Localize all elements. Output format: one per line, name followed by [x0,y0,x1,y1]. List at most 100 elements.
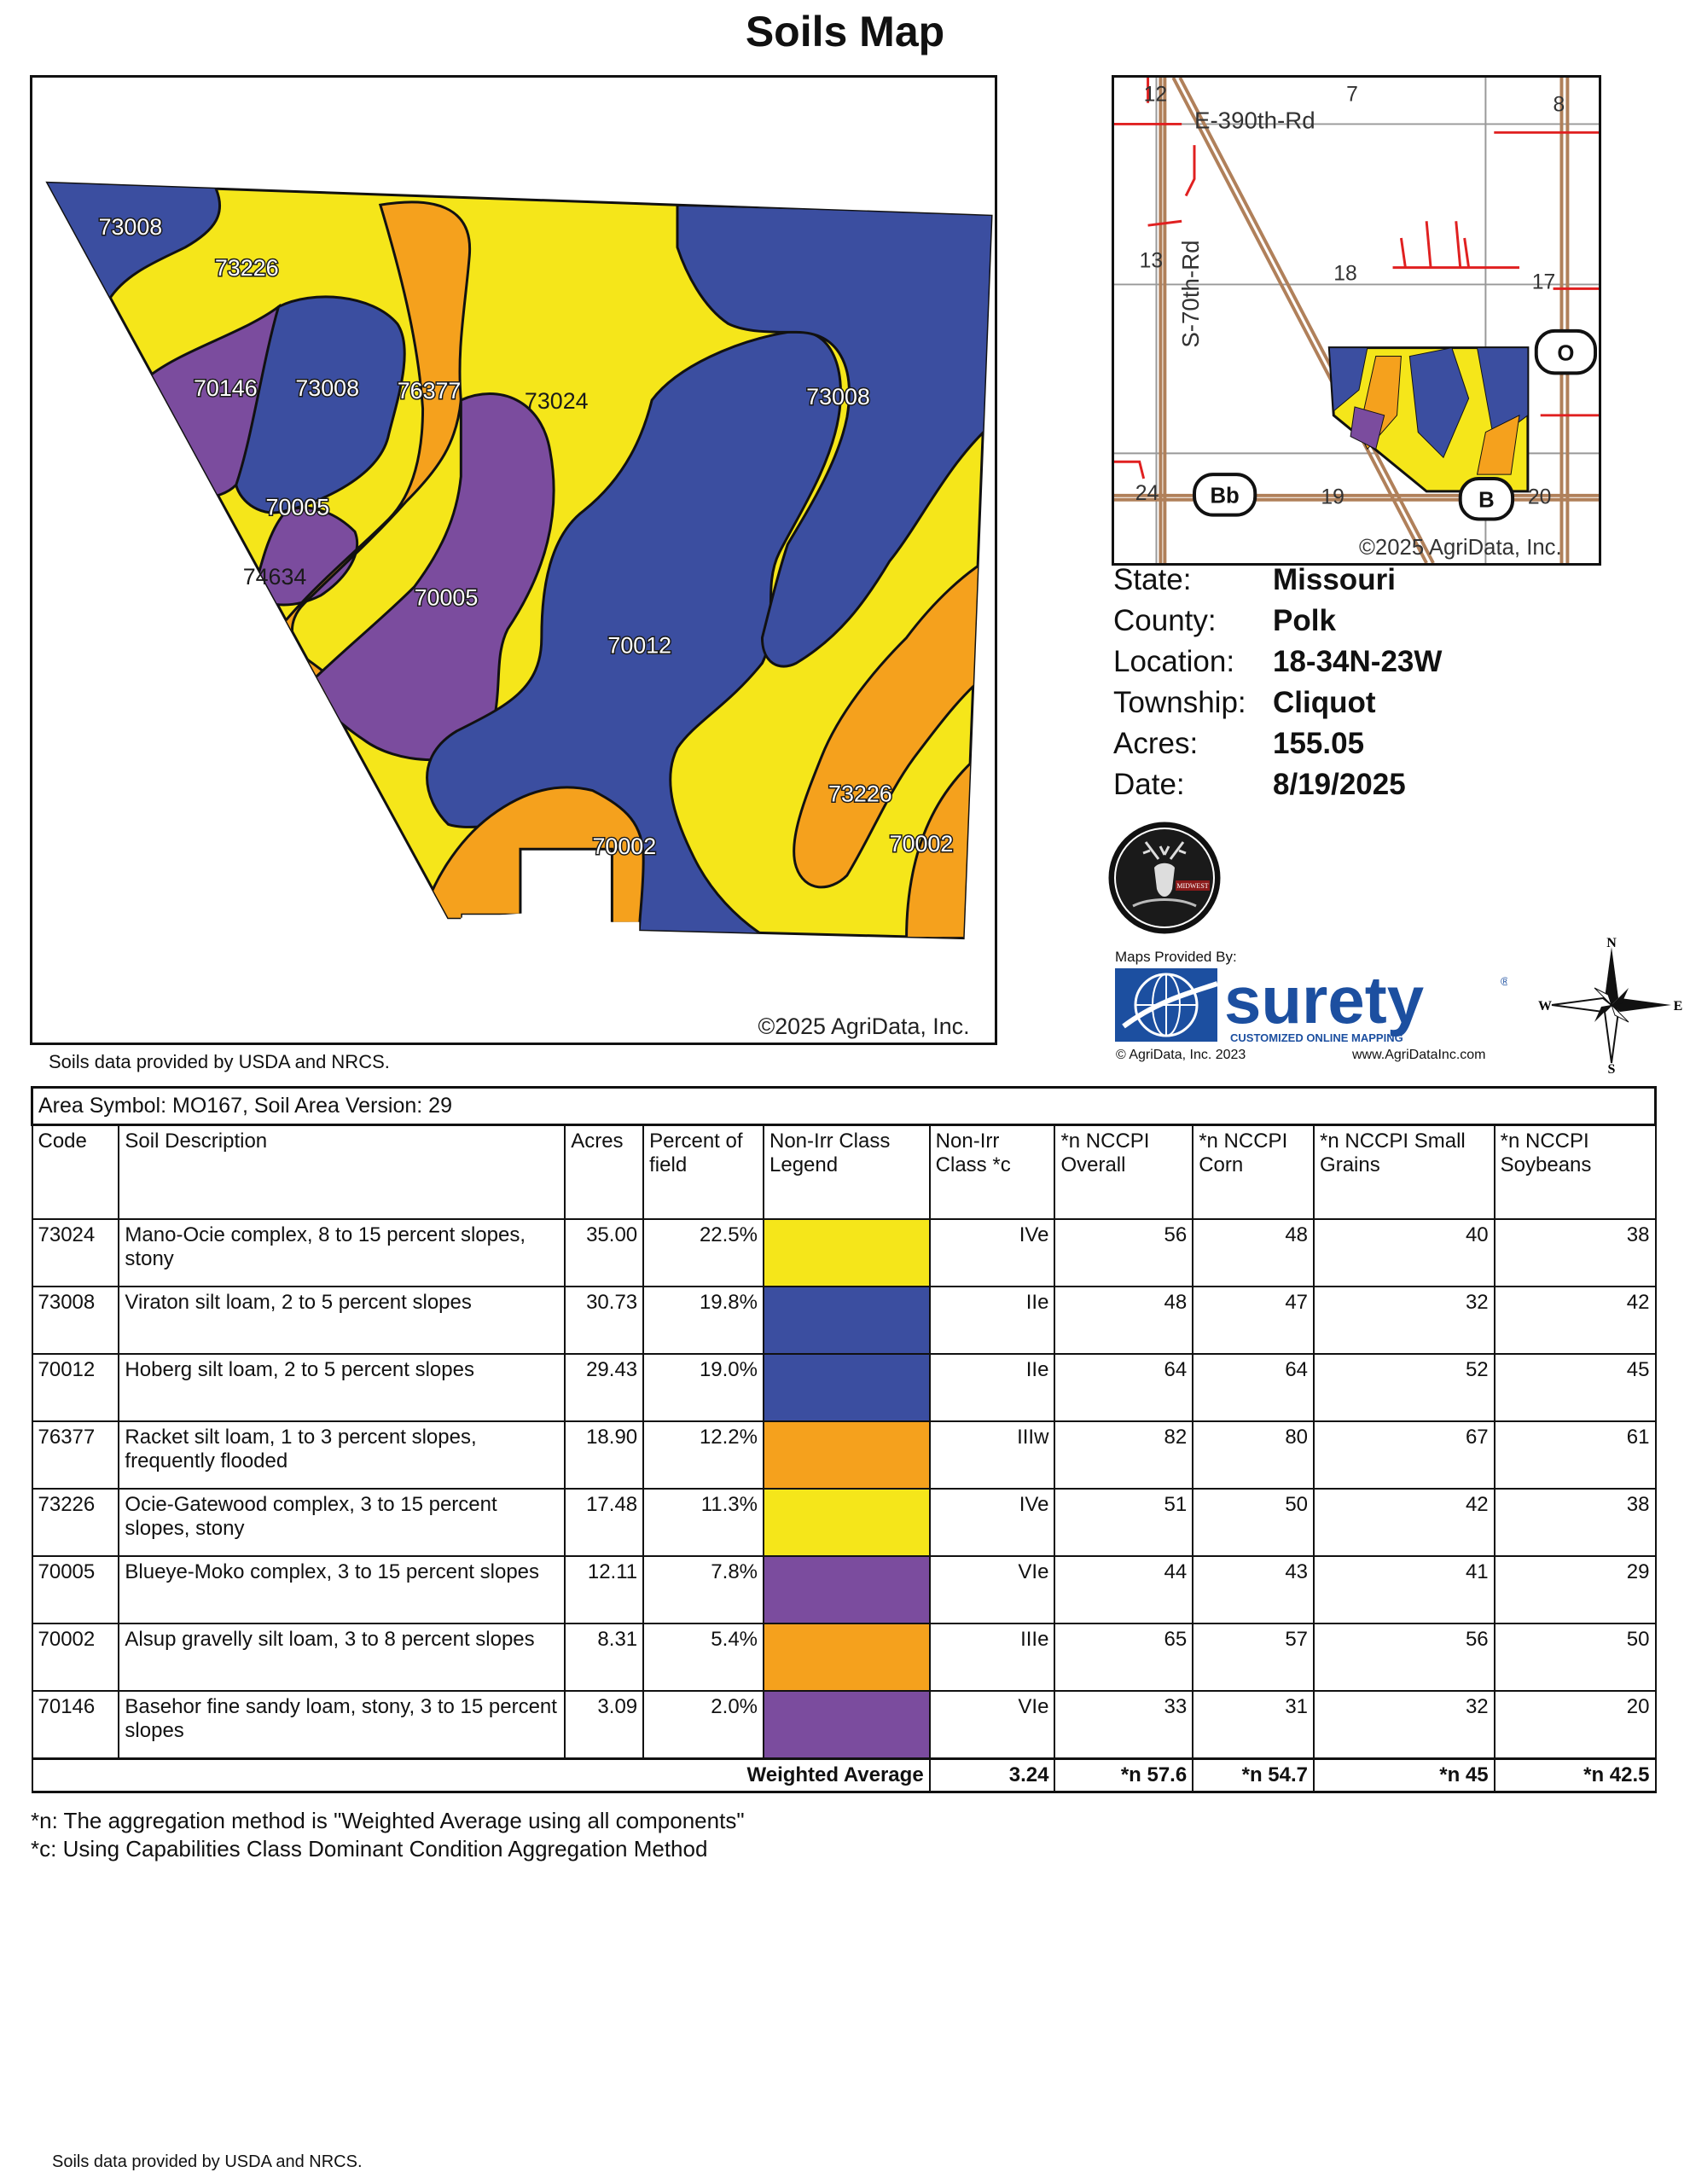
main-map-copyright: ©2025 AgriData, Inc. [758,1014,969,1039]
page-title: Soils Map [745,8,945,55]
nccpi-soybeans: 29 [1493,1555,1657,1624]
nccpi-soybeans: 45 [1493,1353,1657,1422]
svg-text:N: N [1606,937,1617,950]
surety-url[interactable]: www.AgriDataInc.com [1352,1048,1486,1062]
soil-legend-swatch [763,1353,931,1422]
nccpi-overall: 64 [1054,1353,1194,1422]
table-header-row: Code Soil Description Acres Percent of f… [31,1124,1657,1220]
field-notch-edge [519,847,613,922]
soil-percent: 2.0% [642,1690,764,1760]
label-70012: 70012 [607,632,671,658]
table-row: 73226 Ocie-Gatewood complex, 3 to 15 perc… [31,1488,1657,1557]
nccpi-soybeans: 38 [1493,1218,1657,1287]
section-7: 7 [1346,84,1358,107]
label-73024: 73024 [525,388,589,414]
label-73008-e: 73008 [806,384,870,410]
label-70002-se: 70002 [890,831,954,857]
soils-map-canvas: 73008 73226 70146 73008 76377 73024 7300… [45,181,995,1039]
compass-rose-icon: N S E W [1538,937,1683,1073]
shield-bb: Bb [1193,473,1257,517]
label-73226: 73226 [215,255,279,281]
nccpi-small-grains: 32 [1313,1690,1495,1760]
soil-class: VIe [928,1690,1056,1760]
soil-unit-76377[interactable] [275,200,472,734]
nccpi-soybeans: 61 [1493,1420,1657,1490]
svg-text:Bb: Bb [1210,485,1239,508]
section-13: 13 [1140,250,1164,273]
nccpi-overall: 48 [1054,1286,1194,1355]
footnotes: *n: The aggregation method is "Weighted … [31,1807,745,1863]
soil-unit-73008-e[interactable] [676,203,995,668]
nccpi-soybeans: 38 [1493,1488,1657,1557]
soil-percent: 11.3% [642,1488,764,1557]
soil-legend-swatch [763,1420,931,1490]
soil-acres: 8.31 [564,1623,645,1692]
soil-description: Ocie-Gatewood complex, 3 to 15 percent s… [118,1488,566,1557]
soil-class: IIe [928,1353,1056,1422]
legend-color [764,1422,929,1488]
soil-legend-swatch [763,1286,931,1355]
soil-unit-73226-stripe[interactable] [793,550,995,889]
table-row: 73008 Viraton silt loam, 2 to 5 percent s… [31,1286,1657,1355]
surety-copyright: © AgriData, Inc. 2023 [1116,1048,1246,1062]
header-nccpi-soybeans: *n NCCPI Soybeans [1493,1124,1657,1220]
soil-description: Mano-Ocie complex, 8 to 15 percent slope… [118,1218,566,1287]
soil-code: 70146 [31,1690,120,1760]
nccpi-small-grains: 40 [1313,1218,1495,1287]
soil-description: Basehor fine sandy loam, stony, 3 to 15 … [118,1690,566,1760]
section-19: 19 [1321,486,1344,509]
soil-percent: 5.4% [642,1623,764,1692]
soil-legend-swatch [763,1488,931,1557]
soil-table: Area Symbol: MO167, Soil Area Version: 2… [31,1086,1657,1793]
header-description: Soil Description [118,1124,566,1220]
legend-color [764,1490,929,1555]
nccpi-small-grains: 42 [1313,1488,1495,1557]
section-24: 24 [1135,482,1159,505]
surety-logo: surety ® CUSTOMIZED ONLINE MAPPING [1115,967,1507,1044]
soil-percent: 12.2% [642,1420,764,1490]
soil-acres: 12.11 [564,1555,645,1624]
soils-map[interactable]: 73008 73226 70146 73008 76377 73024 7300… [30,75,997,1045]
nccpi-small-grains: 56 [1313,1623,1495,1692]
nccpi-corn: 43 [1192,1555,1315,1624]
table-row: 76377 Racket silt loam, 1 to 3 percent sl… [31,1420,1657,1490]
section-18: 18 [1333,262,1357,285]
nccpi-corn: 80 [1192,1420,1315,1490]
weighted-overall: *n 57.6 [1054,1757,1194,1793]
section-20: 20 [1528,486,1552,509]
label-70146: 70146 [194,375,258,401]
soil-acres: 30.73 [564,1286,645,1355]
svg-text:E: E [1674,999,1683,1014]
soil-class: IVe [928,1218,1056,1287]
locator-map[interactable]: E-390th-Rd S-70th-Rd 12 7 8 13 18 17 24 … [1112,75,1601,566]
section-17: 17 [1532,270,1556,293]
footnote-c: *c: Using Capabilities Class Dominant Co… [31,1836,708,1862]
table-row: 70005 Blueye-Moko complex, 3 to 15 percen… [31,1555,1657,1624]
legend-color [764,1692,929,1757]
soil-legend-swatch [763,1555,931,1624]
source-note: Soils data provided by USDA and NRCS. [49,1051,390,1072]
nccpi-corn: 48 [1192,1218,1315,1287]
svg-text:S: S [1608,1062,1616,1073]
nccpi-overall: 82 [1054,1420,1194,1490]
label-70002-s: 70002 [593,834,657,859]
header-code: Code [31,1124,120,1220]
svg-text:W: W [1538,999,1552,1014]
weighted-grains: *n 45 [1313,1757,1495,1793]
soil-unit-70005-w[interactable] [251,506,359,607]
label-74634: 74634 [243,564,307,590]
label-73008-nw: 73008 [99,214,163,240]
soil-code: 73008 [31,1286,120,1355]
svg-text:surety: surety [1224,967,1424,1037]
nccpi-overall: 33 [1054,1690,1194,1760]
soil-description: Hoberg silt loam, 2 to 5 percent slopes [118,1353,566,1422]
nccpi-corn: 47 [1192,1286,1315,1355]
svg-text:B: B [1478,489,1495,513]
shield-b: B [1458,477,1515,521]
section-12: 12 [1144,84,1168,107]
soil-percent: 22.5% [642,1218,764,1287]
nccpi-small-grains: 32 [1313,1286,1495,1355]
weighted-average-row: Weighted Average 3.24 *n 57.6 *n 54.7 *n… [31,1757,1657,1793]
weighted-label: Weighted Average [31,1757,931,1793]
source-note-bottom: Soils data provided by USDA and NRCS. [52,2152,363,2171]
